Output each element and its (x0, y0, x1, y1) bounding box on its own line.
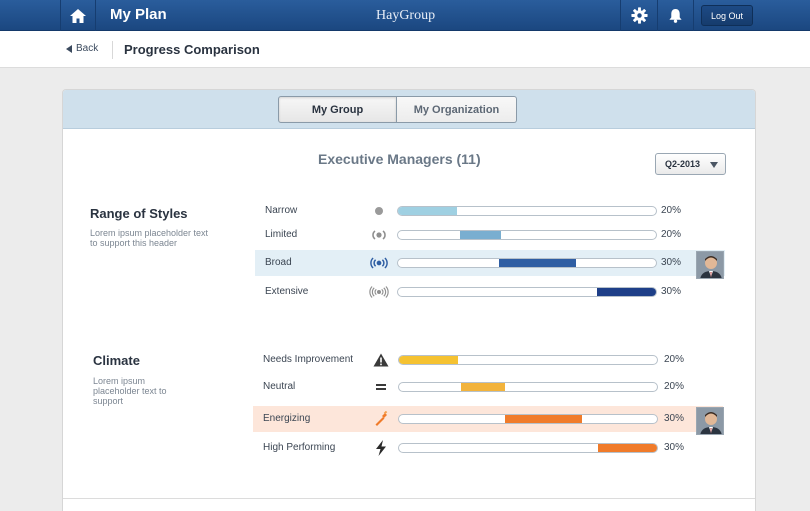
row-label: Needs Improvement (263, 354, 354, 365)
row-label: Narrow (265, 205, 298, 216)
fuel-icon (371, 410, 391, 428)
progress-track (397, 206, 657, 216)
logout-button[interactable]: Log Out (701, 5, 753, 26)
header-divider (112, 41, 113, 59)
signal-small-icon (369, 226, 389, 244)
brand-logo: HayGroup (376, 8, 436, 23)
row-label: Neutral (263, 381, 296, 392)
progress-track (397, 258, 657, 268)
row-percent: 20% (664, 354, 685, 365)
segment-bar: My Group My Organization (63, 90, 755, 129)
group-title: Executive Managers (11) (318, 151, 481, 167)
climate-row-neutral: Neutral 20% (253, 374, 723, 400)
tab-my-organization[interactable]: My Organization (397, 96, 517, 123)
progress-fill (504, 415, 583, 423)
comparison-card: My Group My Organization Executive Manag… (62, 89, 756, 511)
range_of_styles-row-limited: Limited 20% (255, 222, 725, 248)
progress-track (398, 414, 658, 424)
climate-row-high-performing: High Performing 30% (253, 435, 723, 461)
back-label: Back (76, 43, 99, 54)
row-percent: 30% (661, 257, 682, 268)
notifications-button[interactable] (657, 0, 694, 31)
dot-icon (369, 202, 389, 220)
tab-my-group[interactable]: My Group (278, 96, 397, 123)
row-percent: 20% (661, 205, 682, 216)
row-label: Extensive (265, 286, 309, 297)
sub-header: Back Progress Comparison (0, 31, 810, 68)
row-percent: 30% (664, 413, 685, 424)
progress-fill (398, 207, 458, 215)
progress-track (397, 287, 657, 297)
equals-icon (371, 378, 391, 396)
warning-icon (371, 351, 391, 369)
progress-fill (460, 383, 505, 391)
quarter-select[interactable]: Q2-2013 (655, 153, 726, 175)
card-footer-divider (63, 498, 755, 499)
back-arrow-icon (66, 44, 72, 53)
avatar (696, 251, 724, 279)
range_of_styles-row-narrow: Narrow 20% (255, 198, 725, 224)
row-label: Energizing (263, 413, 311, 424)
range_of_styles-row-broad: Broad 30% (255, 250, 725, 279)
back-button[interactable]: Back (66, 43, 98, 54)
chevron-down-icon (710, 162, 718, 168)
row-label: High Performing (263, 442, 336, 453)
signal-medium-icon (369, 254, 389, 272)
row-label: Limited (265, 229, 298, 240)
row-percent: 30% (661, 286, 682, 297)
row-label: Broad (265, 257, 292, 268)
progress-track (398, 355, 658, 365)
progress-fill (596, 288, 656, 296)
quarter-value: Q2-2013 (665, 159, 701, 169)
section-title-styles: Range of Styles (90, 206, 188, 221)
climate-row-needs-improvement: Needs Improvement 20% (253, 347, 723, 373)
page-title: Progress Comparison (124, 42, 260, 57)
section-desc-styles: Lorem ipsum placeholder text to support … (90, 228, 209, 248)
bell-icon (669, 8, 682, 23)
lightning-icon (371, 439, 391, 457)
top-bar: My Plan HayGroup Log Out (0, 0, 810, 31)
app-title: My Plan (110, 6, 167, 23)
settings-button[interactable] (620, 0, 657, 31)
progress-fill (459, 231, 502, 239)
row-percent: 20% (661, 229, 682, 240)
progress-fill (597, 444, 657, 452)
home-button[interactable] (60, 0, 96, 31)
progress-fill (399, 356, 459, 364)
climate-row-energizing: Energizing 30% (253, 406, 724, 435)
signal-large-icon (369, 283, 389, 301)
gear-icon (630, 7, 648, 24)
avatar (696, 407, 724, 435)
progress-track (398, 443, 658, 453)
progress-track (398, 382, 658, 392)
home-icon (70, 8, 86, 23)
progress-track (397, 230, 657, 240)
row-percent: 30% (664, 442, 685, 453)
section-desc-climate: Lorem ipsum placeholder text to support (93, 376, 167, 406)
range_of_styles-row-extensive: Extensive 30% (255, 279, 725, 305)
section-title-climate: Climate (93, 353, 140, 368)
progress-fill (498, 259, 576, 267)
row-percent: 20% (664, 381, 685, 392)
